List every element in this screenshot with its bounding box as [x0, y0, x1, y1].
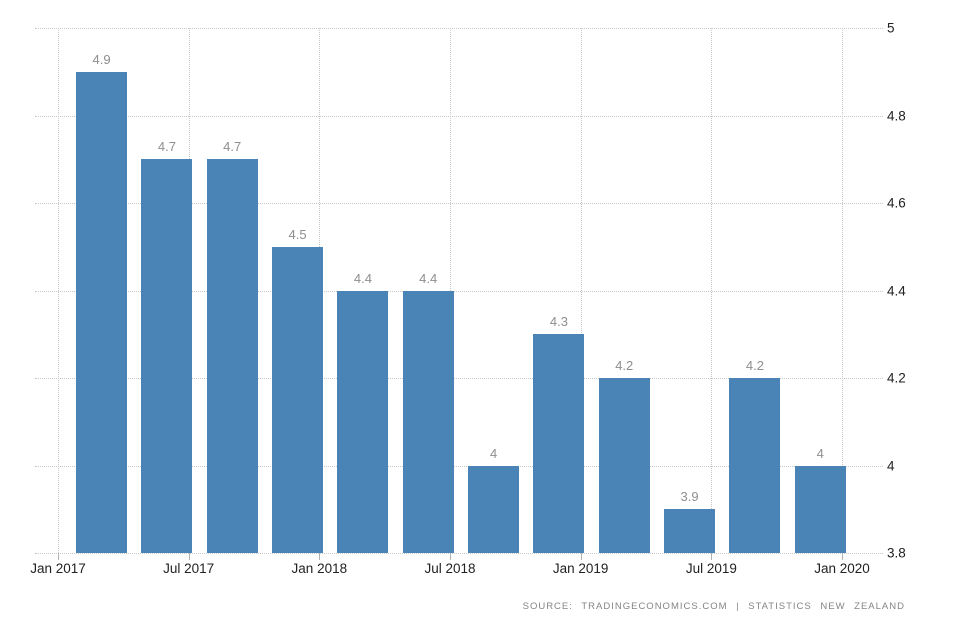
x-axis-tick-label: Jan 2020 [814, 561, 870, 576]
bar-value-label: 4.7 [223, 139, 242, 155]
x-axis-tick-mark [842, 553, 844, 560]
y-axis-tick-label: 4 [887, 458, 895, 473]
bar-2018-Q1[interactable] [337, 290, 389, 553]
bar-2017-Q4[interactable] [272, 246, 324, 553]
y-axis-tick-label: 4.6 [887, 195, 906, 211]
bar-2019-Q3[interactable] [729, 378, 781, 553]
bar-2017-Q3[interactable] [206, 159, 258, 553]
bar-value-label: 4.7 [157, 139, 176, 155]
x-axis-tick-label: Jul 2019 [685, 561, 737, 576]
bar-2018-Q4[interactable] [533, 334, 585, 553]
y-axis-tick-label: 3.8 [887, 545, 906, 561]
y-gridline [35, 115, 883, 117]
x-gridline [580, 28, 582, 553]
y-axis-tick-label: 5 [887, 20, 895, 36]
bar-2018-Q2[interactable] [402, 290, 454, 553]
bar-2017-Q1[interactable] [76, 71, 128, 553]
bar-value-label: 4.4 [419, 270, 438, 286]
x-axis-tick-label: Jan 2017 [30, 561, 86, 576]
x-axis-tick-mark [319, 553, 321, 560]
bar-value-label: 4.4 [353, 270, 372, 286]
y-gridline [35, 290, 883, 292]
bar-value-label: 4.3 [549, 314, 568, 330]
y-gridline [35, 553, 883, 554]
bar-value-label: 4.9 [92, 51, 111, 67]
bar-2019-Q2[interactable] [664, 509, 716, 553]
y-gridline [35, 378, 883, 379]
x-gridline [58, 28, 59, 553]
y-axis-tick-label: 4.4 [887, 283, 906, 298]
y-gridline [35, 465, 883, 467]
x-gridline [711, 28, 713, 553]
bar-value-label: 4 [816, 445, 824, 461]
x-axis-tick-mark [711, 553, 713, 560]
plot-area: 4.9 4.7 4.7 4.5 4.4 4.4 4 4.3 4.2 3.9 4.2 4 [35, 28, 883, 554]
bar-value-label: 3.9 [680, 489, 699, 505]
x-axis-tick-label: Jan 2018 [291, 561, 348, 576]
bar-value-label: 4.2 [745, 358, 764, 373]
x-axis-tick-mark [58, 553, 59, 560]
x-axis-tick-label: Jul 2017 [163, 561, 215, 576]
x-axis-tick-label: Jan 2019 [552, 561, 609, 576]
bar-2019-Q1[interactable] [598, 378, 650, 553]
y-axis-tick-label: 4.2 [887, 370, 906, 386]
source-attribution: SOURCE: TRADINGECONOMICS.COM | STATISTIC… [522, 601, 905, 612]
x-axis-tick-label: Jul 2018 [424, 561, 476, 576]
x-axis-tick-mark [580, 553, 582, 560]
y-gridline [35, 203, 883, 204]
bar-value-label: 4 [489, 445, 498, 461]
bar-2019-Q4[interactable] [794, 465, 846, 553]
x-axis-tick-mark [450, 553, 451, 560]
x-axis-tick-mark [188, 553, 190, 560]
bar-2018-Q3[interactable] [468, 465, 520, 553]
y-axis-tick-label: 4.8 [887, 108, 906, 123]
bar-value-label: 4.5 [288, 226, 307, 242]
y-gridline [35, 28, 883, 29]
bar-2017-Q2[interactable] [141, 159, 193, 553]
bar-value-label: 4.2 [615, 358, 634, 373]
x-gridline [842, 28, 844, 553]
